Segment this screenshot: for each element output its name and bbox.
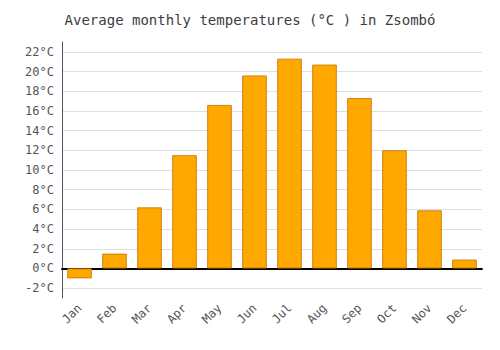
svg-text:16°C: 16°C [25,104,54,118]
svg-text:8°C: 8°C [32,183,54,197]
svg-text:Nov: Nov [409,301,434,326]
svg-text:Sep: Sep [339,301,364,326]
svg-text:Dec: Dec [444,301,469,326]
svg-text:Mar: Mar [129,301,154,326]
svg-text:Oct: Oct [374,301,399,326]
svg-text:Jul: Jul [269,301,294,326]
svg-text:May: May [199,301,224,326]
svg-text:20°C: 20°C [25,65,54,79]
svg-text:Feb: Feb [94,301,119,326]
svg-text:10°C: 10°C [25,163,54,177]
svg-text:Aug: Aug [304,301,329,326]
svg-text:18°C: 18°C [25,84,54,98]
svg-text:2°C: 2°C [32,242,54,256]
svg-text:22°C: 22°C [25,45,54,59]
svg-text:4°C: 4°C [32,222,54,236]
svg-text:Average monthly temperatures (: Average monthly temperatures (°C ) in Zs… [65,12,436,28]
svg-text:12°C: 12°C [25,143,54,157]
svg-text:6°C: 6°C [32,202,54,216]
svg-text:Jan: Jan [59,301,84,326]
svg-text:-2°C: -2°C [25,281,54,295]
svg-text:Jun: Jun [234,301,259,326]
svg-text:Apr: Apr [164,301,189,326]
svg-text:0°C: 0°C [32,261,54,275]
svg-text:14°C: 14°C [25,124,54,138]
